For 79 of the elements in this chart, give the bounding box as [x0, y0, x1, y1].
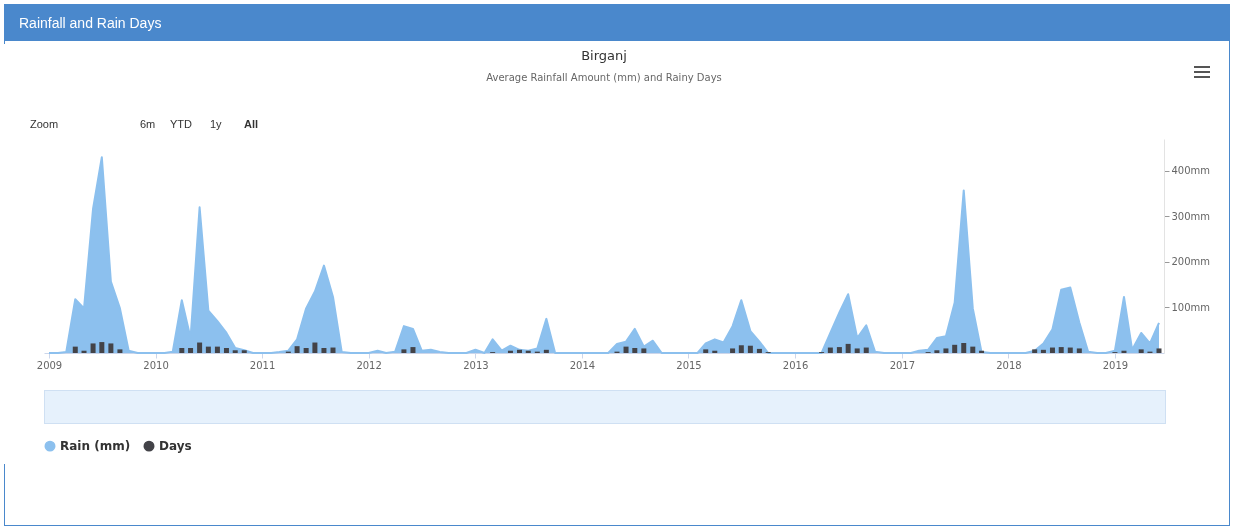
bar: [747, 345, 753, 353]
bar: [703, 349, 709, 353]
legend-label: Days: [159, 439, 192, 454]
bar: [738, 345, 744, 353]
x-tick-label: 2009: [36, 359, 63, 371]
bar: [81, 350, 87, 353]
bar: [99, 342, 105, 353]
bar: [1058, 347, 1064, 353]
bar: [214, 346, 220, 353]
bar: [827, 347, 833, 353]
bar: [410, 347, 416, 353]
bar: [961, 342, 967, 353]
y-tick-label: 200mm: [1171, 256, 1211, 268]
text: 6m: [140, 118, 156, 130]
y-tick-label: 300mm: [1171, 210, 1211, 222]
bar: [205, 346, 211, 353]
bar: [1076, 348, 1082, 353]
bar: [934, 350, 940, 353]
bar: [952, 344, 958, 353]
x-tick-label: 2018: [996, 359, 1022, 371]
text: Rainfall and Rain Days: [5, 5, 1229, 41]
chart-title: Birganj: [581, 48, 627, 63]
text: YTD: [170, 118, 192, 130]
text: Zoom: [30, 118, 59, 130]
bar: [1121, 350, 1127, 353]
bar: [1032, 349, 1038, 353]
x-tick-label: 2011: [249, 359, 276, 371]
bar: [312, 342, 318, 353]
bar: [1049, 347, 1055, 353]
legend-label: Rain (mm): [60, 439, 131, 454]
x-tick-label: 2010: [143, 359, 169, 371]
bar: [401, 349, 407, 353]
bar: [1138, 349, 1144, 353]
bar: [321, 347, 327, 353]
bar: [330, 347, 336, 353]
bar: [197, 342, 203, 353]
bar: [730, 348, 736, 353]
x-tick-label: 2014: [569, 359, 596, 371]
y-tick-label: 100mm: [1171, 301, 1211, 313]
text: All: [244, 118, 259, 130]
y-tick-label: 400mm: [1171, 165, 1211, 177]
bar: [712, 350, 718, 353]
x-tick-label: 2015: [676, 359, 702, 371]
chart-subtitle: Average Rainfall Amount (mm) and Rainy Days: [486, 72, 722, 83]
bar: [854, 348, 860, 353]
bar: [90, 343, 96, 353]
x-tick-label: 2012: [356, 359, 382, 371]
x-tick-label: 2016: [782, 359, 809, 371]
bar: [845, 343, 851, 353]
bar: [970, 346, 976, 353]
bar: [72, 346, 78, 353]
bar: [303, 347, 309, 353]
bar: [543, 349, 549, 353]
bar: [641, 348, 647, 353]
bar: [223, 347, 229, 353]
bar: [1040, 349, 1046, 353]
x-tick-label: 2013: [463, 359, 489, 371]
text: 1y: [210, 118, 222, 130]
bar: [525, 350, 531, 353]
bar: [232, 350, 238, 353]
bar: [863, 347, 869, 353]
bar: [836, 347, 842, 353]
bar: [756, 348, 762, 353]
bar: [943, 348, 949, 353]
bar: [108, 343, 114, 353]
bar: [517, 349, 522, 353]
bar: [979, 350, 985, 353]
bar: [623, 346, 629, 353]
bar: [507, 350, 513, 353]
bar: [117, 349, 123, 353]
bar: [188, 347, 194, 353]
bar: [632, 347, 638, 353]
x-tick-label: 2017: [889, 359, 916, 371]
bar: [1156, 348, 1162, 353]
bar: [294, 346, 300, 353]
bar: [1067, 347, 1073, 353]
bar: [179, 347, 185, 353]
bar: [241, 350, 247, 353]
x-tick-label: 2019: [1102, 359, 1129, 371]
